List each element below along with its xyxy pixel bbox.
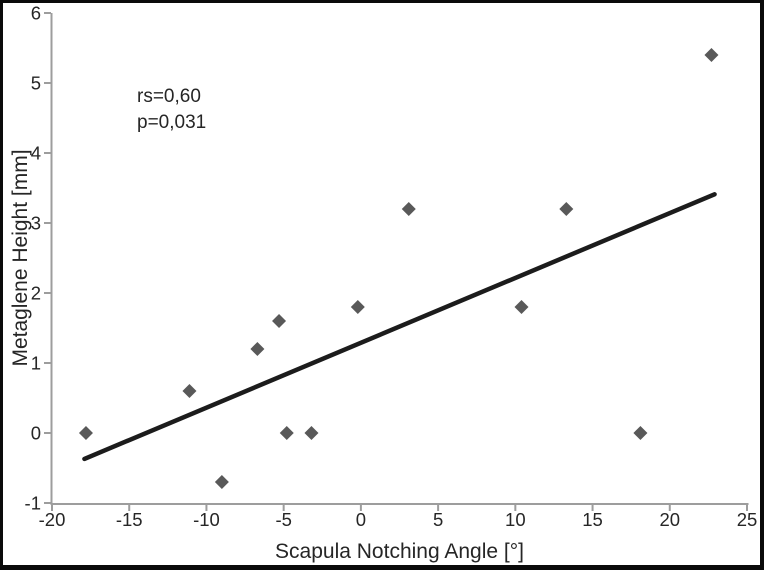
y-tick-label: -1 <box>25 493 41 514</box>
data-point <box>633 426 648 440</box>
x-tick-label: 10 <box>505 509 526 530</box>
data-point <box>559 202 574 216</box>
stats-annotation: rs=0,60 p=0,031 <box>137 84 206 136</box>
x-tick-label: -15 <box>116 509 143 530</box>
y-tick-label: 3 <box>31 213 41 234</box>
x-tick-label: -20 <box>39 509 66 530</box>
y-tick-label: 2 <box>31 283 41 304</box>
y-tick-label: 5 <box>31 73 41 94</box>
x-tick-label: 0 <box>356 509 366 530</box>
data-point <box>304 426 319 440</box>
p-value-label: p=0,031 <box>137 112 207 133</box>
y-tick-label: 0 <box>31 423 41 444</box>
data-point <box>272 314 287 328</box>
x-tick-label: -10 <box>193 509 220 530</box>
x-tick-label: -5 <box>275 509 291 530</box>
x-tick-label: 25 <box>737 509 758 530</box>
data-point <box>182 384 197 398</box>
trend-line <box>82 192 717 462</box>
data-point <box>401 202 416 216</box>
y-tick-label: 6 <box>31 3 41 24</box>
correlation-coefficient-label: rs=0,60 <box>137 86 201 107</box>
x-tick-label: 5 <box>433 509 443 530</box>
x-tick-label: 20 <box>659 509 680 530</box>
x-axis-title: Scapula Notching Angle [°] <box>275 540 524 563</box>
data-point <box>704 48 719 62</box>
y-tick-label: 1 <box>31 353 41 374</box>
data-point <box>250 342 265 356</box>
data-point <box>350 300 365 314</box>
y-axis-title: Metaglene Height [mm] <box>9 149 32 367</box>
data-point <box>514 300 529 314</box>
data-point <box>279 426 294 440</box>
y-tick-label: 4 <box>31 143 41 164</box>
data-point <box>78 426 93 440</box>
data-point <box>214 475 229 489</box>
x-tick-label: 15 <box>582 509 603 530</box>
